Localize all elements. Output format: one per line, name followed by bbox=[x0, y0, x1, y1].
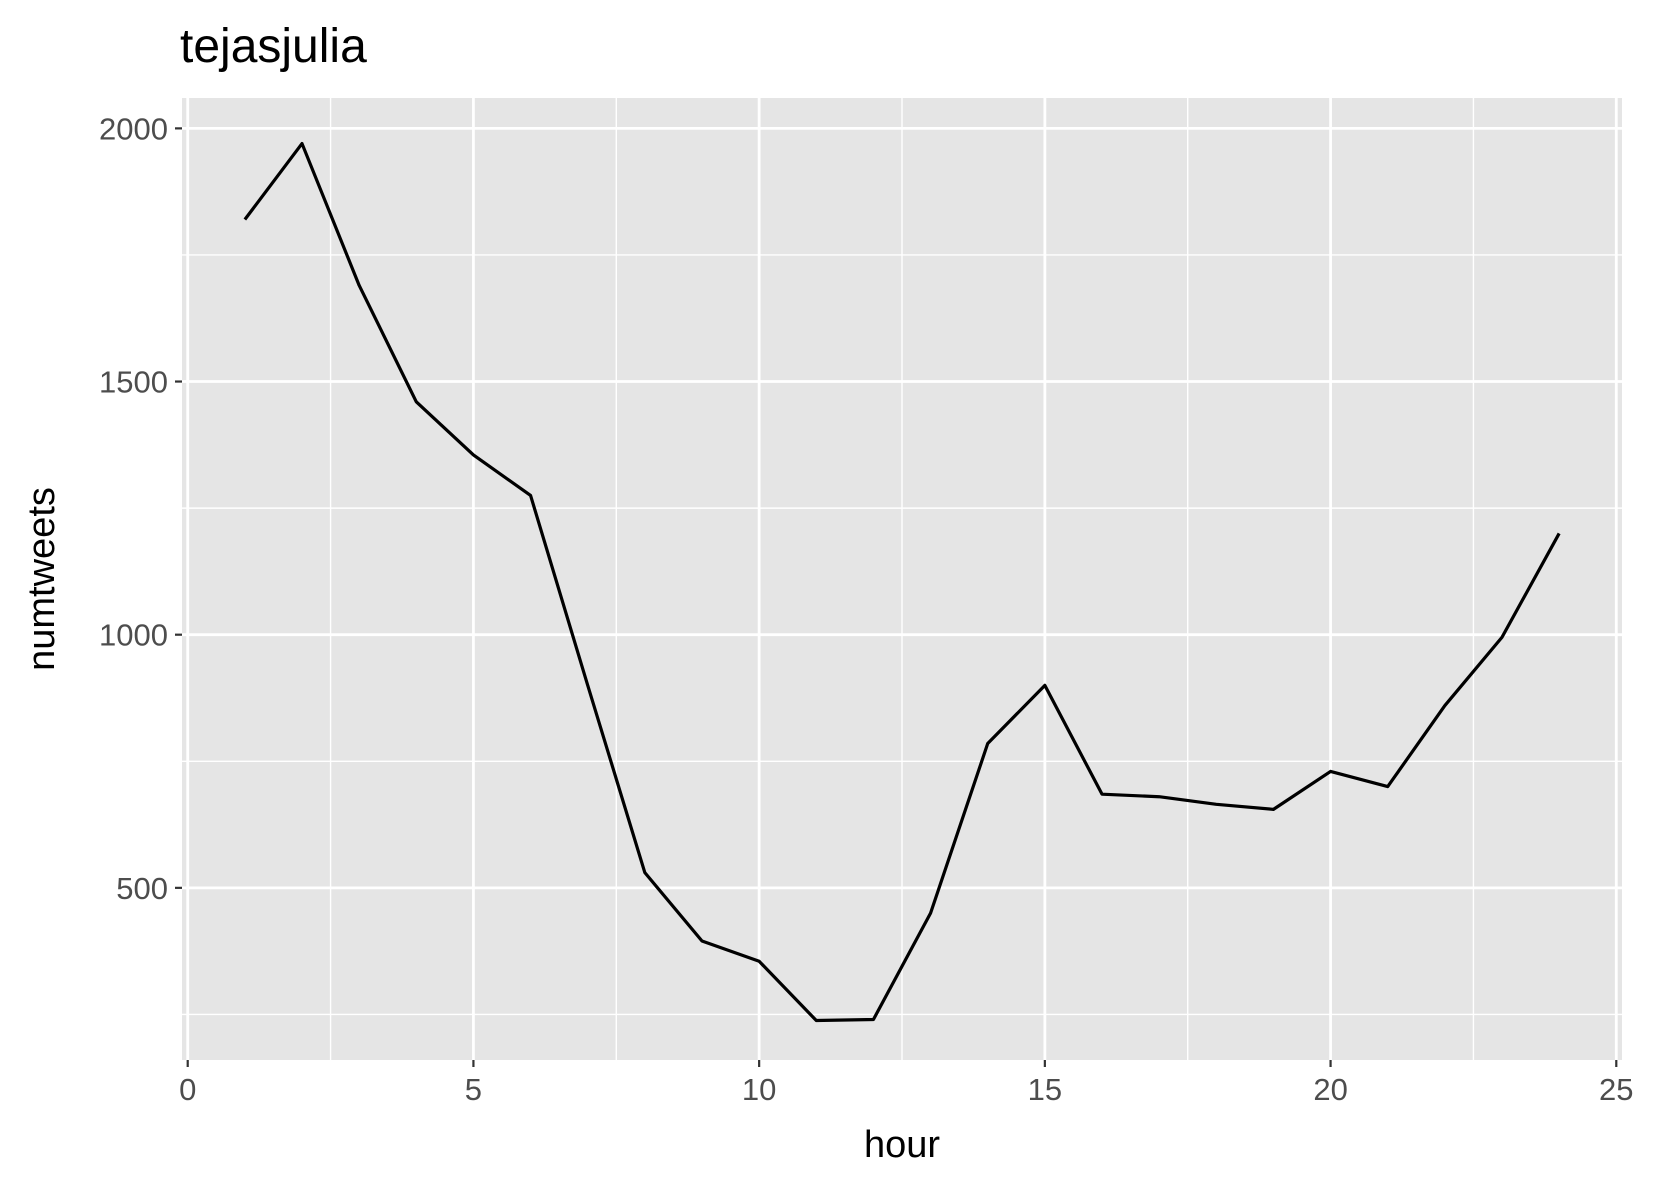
x-tick-label: 20 bbox=[1313, 1072, 1347, 1107]
series-line-1 bbox=[243, 141, 1561, 1023]
major-gridlines bbox=[182, 98, 1622, 1060]
x-tick-label: 0 bbox=[179, 1072, 196, 1107]
x-tick-label: 15 bbox=[1028, 1072, 1062, 1107]
chart-title: tejasjulia bbox=[180, 20, 367, 73]
y-axis: 500 1000 1500 2000 bbox=[99, 111, 182, 906]
y-tick-label: 500 bbox=[116, 871, 168, 906]
x-tick-label: 10 bbox=[742, 1072, 776, 1107]
x-tick-label: 5 bbox=[465, 1072, 482, 1107]
x-tick-label: 25 bbox=[1599, 1072, 1633, 1107]
minor-gridlines bbox=[182, 98, 1622, 1060]
series-layer bbox=[243, 141, 1561, 1023]
y-tick-label: 1500 bbox=[99, 365, 168, 400]
y-tick-label: 1000 bbox=[99, 618, 168, 653]
x-axis-title: hour bbox=[864, 1124, 940, 1166]
x-axis: 0 5 10 15 20 25 bbox=[179, 1060, 1634, 1107]
y-axis-title: numtweets bbox=[21, 487, 63, 671]
y-tick-label: 2000 bbox=[99, 111, 168, 146]
